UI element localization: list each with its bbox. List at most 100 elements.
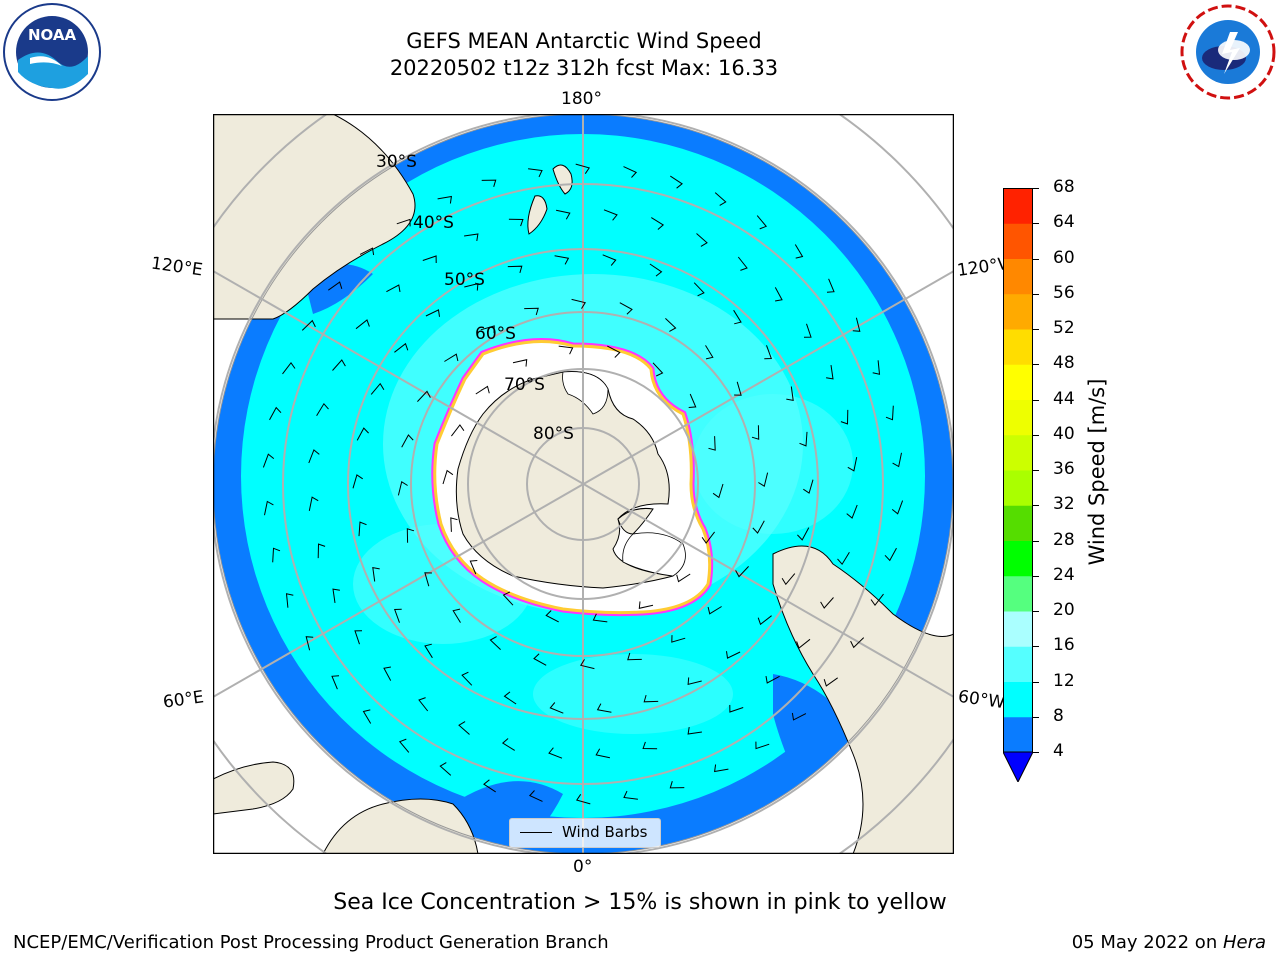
polar-map (212, 113, 955, 855)
wind-barb (372, 566, 380, 582)
wind-barb (308, 496, 319, 512)
wind-barb (826, 278, 835, 293)
wind-barb (850, 637, 865, 649)
wind-barb (823, 677, 838, 687)
colorbar-band (1003, 364, 1033, 400)
wind-barb (355, 319, 370, 330)
colorbar-outline (1003, 188, 1033, 753)
lon-label-60e: 60°E (161, 687, 206, 713)
wind-barb (852, 317, 861, 332)
map-title: GEFS MEAN Antarctic Wind Speed (406, 29, 762, 53)
lat-label-70s: 70°S (504, 375, 545, 395)
wind-barb (452, 608, 461, 623)
colorbar-band (1003, 716, 1033, 753)
wind-barb (891, 500, 904, 515)
wind-barb (442, 469, 454, 485)
wind-barb (528, 168, 543, 178)
lon-label-0: 0° (573, 857, 593, 877)
wind-barb (264, 500, 274, 516)
wind-barb (301, 319, 316, 331)
wind-barb (358, 521, 367, 537)
wind-barb (752, 520, 765, 534)
colorbar-tick-mark (1033, 470, 1039, 471)
wind-barb (737, 256, 748, 271)
wind-barb (638, 601, 654, 609)
wind-barb (483, 779, 496, 793)
wind-barb (317, 543, 326, 559)
wind-barb (892, 452, 902, 468)
wind-barb (592, 613, 608, 623)
footer-host: Hera (1222, 932, 1266, 953)
wind-barb (272, 547, 281, 563)
wind-barb (451, 424, 465, 437)
wind-barb (308, 449, 320, 464)
colorbar-tick-mark (1033, 293, 1039, 295)
colorbar-label: Wind Speed [m/s] (1085, 378, 1109, 566)
wind-barb (696, 233, 708, 247)
wind-barb (507, 265, 523, 274)
wind-barb (332, 588, 340, 603)
colorbar-tick-mark (1033, 399, 1039, 401)
colorbar-tick-label: 8 (1053, 705, 1064, 726)
wind-barb (262, 453, 275, 468)
wind-barb (619, 302, 633, 315)
colorbar-tick-mark (1033, 188, 1039, 189)
lat-label-30s: 30°S (376, 152, 417, 172)
colorbar-band (1003, 540, 1033, 577)
wind-barb (398, 738, 410, 753)
wind-barb (885, 405, 894, 421)
colorbar-tick-label: 24 (1053, 564, 1075, 585)
wind-barb (512, 359, 528, 367)
wind-barb (464, 283, 479, 291)
wind-barb (774, 287, 783, 302)
wind-barb (328, 281, 343, 291)
wind-barb (401, 434, 414, 448)
wind-barb (803, 479, 814, 494)
wind-barb (794, 244, 804, 259)
colorbar-tick-mark (1033, 258, 1039, 260)
wind-barb (705, 345, 714, 360)
wind-barb (623, 790, 638, 800)
wind-barb (501, 738, 515, 751)
wind-barb (481, 179, 497, 187)
lon-label-120e: 120°E (149, 253, 204, 281)
wind-barb (872, 360, 881, 375)
wind-barb (757, 615, 772, 626)
wind-barb (316, 402, 329, 416)
wind-barb (755, 741, 770, 750)
wind-barb (469, 560, 478, 575)
colorbar-tick-mark (1033, 681, 1039, 683)
colorbar-tick-mark (1033, 752, 1039, 753)
wind-barb (726, 651, 741, 659)
wind-barb (480, 325, 495, 333)
wind-barb (693, 282, 705, 297)
wind-barb (417, 390, 431, 402)
noaa-logo-text: NOAA (28, 26, 77, 44)
colorbar-band (1003, 329, 1033, 365)
colorbar-tick-mark (1033, 364, 1039, 366)
colorbar-tick-mark (1033, 716, 1039, 718)
wind-barb (712, 483, 724, 499)
wind-barb (354, 630, 363, 645)
colorbar-band (1003, 434, 1033, 471)
wind-barb (751, 425, 760, 440)
wind-barb (383, 666, 392, 681)
colorbar-tick-mark (1033, 575, 1039, 577)
wind-barb (571, 298, 586, 309)
wind-barb (623, 166, 638, 178)
wind-barb (352, 474, 363, 489)
wind-barb (331, 675, 340, 690)
colorbar-tick-mark (1033, 540, 1039, 542)
wind-barb (362, 709, 372, 724)
wind-barb (549, 702, 564, 714)
colorbar-band (1003, 258, 1033, 295)
map-subtitle: 20220502 t12z 312h fcst Max: 16.33 (389, 56, 779, 80)
ice-shelf-ross (562, 371, 609, 415)
wind-barb (545, 610, 559, 623)
wind-barb (596, 703, 612, 713)
wind-barb (796, 638, 811, 649)
wind-barb (393, 608, 402, 623)
wind-barb (729, 704, 744, 713)
legend-line-swatch (520, 832, 552, 833)
colorbar-tick-label: 48 (1053, 353, 1075, 374)
